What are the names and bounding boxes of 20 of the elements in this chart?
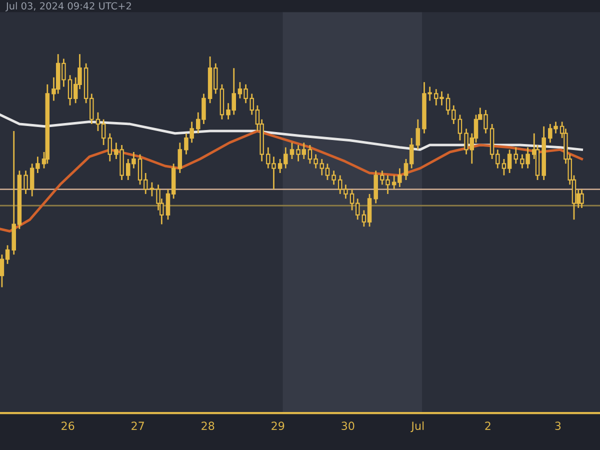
x-tick-label: 27: [132, 422, 144, 430]
candlestick: [290, 142, 294, 160]
candlestick: [580, 188, 584, 209]
candlestick: [24, 170, 28, 195]
x-tick-label: 30: [342, 422, 354, 430]
x-tick-label: 2: [485, 422, 490, 430]
candlestick: [150, 182, 154, 197]
x-tick-label: 3: [555, 422, 561, 430]
candlestick: [514, 146, 518, 164]
candlestick: [416, 118, 420, 150]
candlestick: [458, 114, 462, 142]
candlestick: [108, 132, 112, 162]
candlestick: [178, 142, 182, 174]
x-tick-label: Jul: [410, 421, 424, 432]
x-tick-label: 28: [202, 422, 214, 430]
candlestick: [332, 170, 336, 186]
candlestick: [374, 170, 378, 204]
x-tick-label: 26: [62, 422, 74, 430]
text: Jul 03, 2024 09:42 UTC+2: [5, 2, 131, 12]
x-tick-label: 29: [272, 422, 284, 430]
